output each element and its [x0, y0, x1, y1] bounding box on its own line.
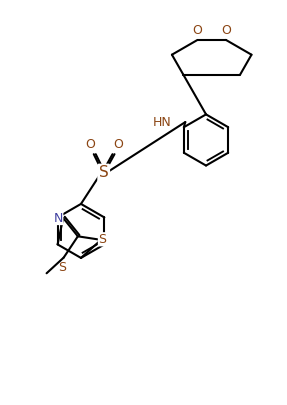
Text: N: N [53, 211, 63, 224]
Text: S: S [58, 261, 66, 274]
Text: O: O [86, 139, 95, 151]
Text: O: O [113, 139, 123, 151]
Text: O: O [193, 23, 202, 36]
Text: O: O [221, 23, 231, 36]
Text: S: S [99, 165, 108, 180]
Text: S: S [98, 233, 106, 246]
Text: HN: HN [152, 115, 171, 128]
